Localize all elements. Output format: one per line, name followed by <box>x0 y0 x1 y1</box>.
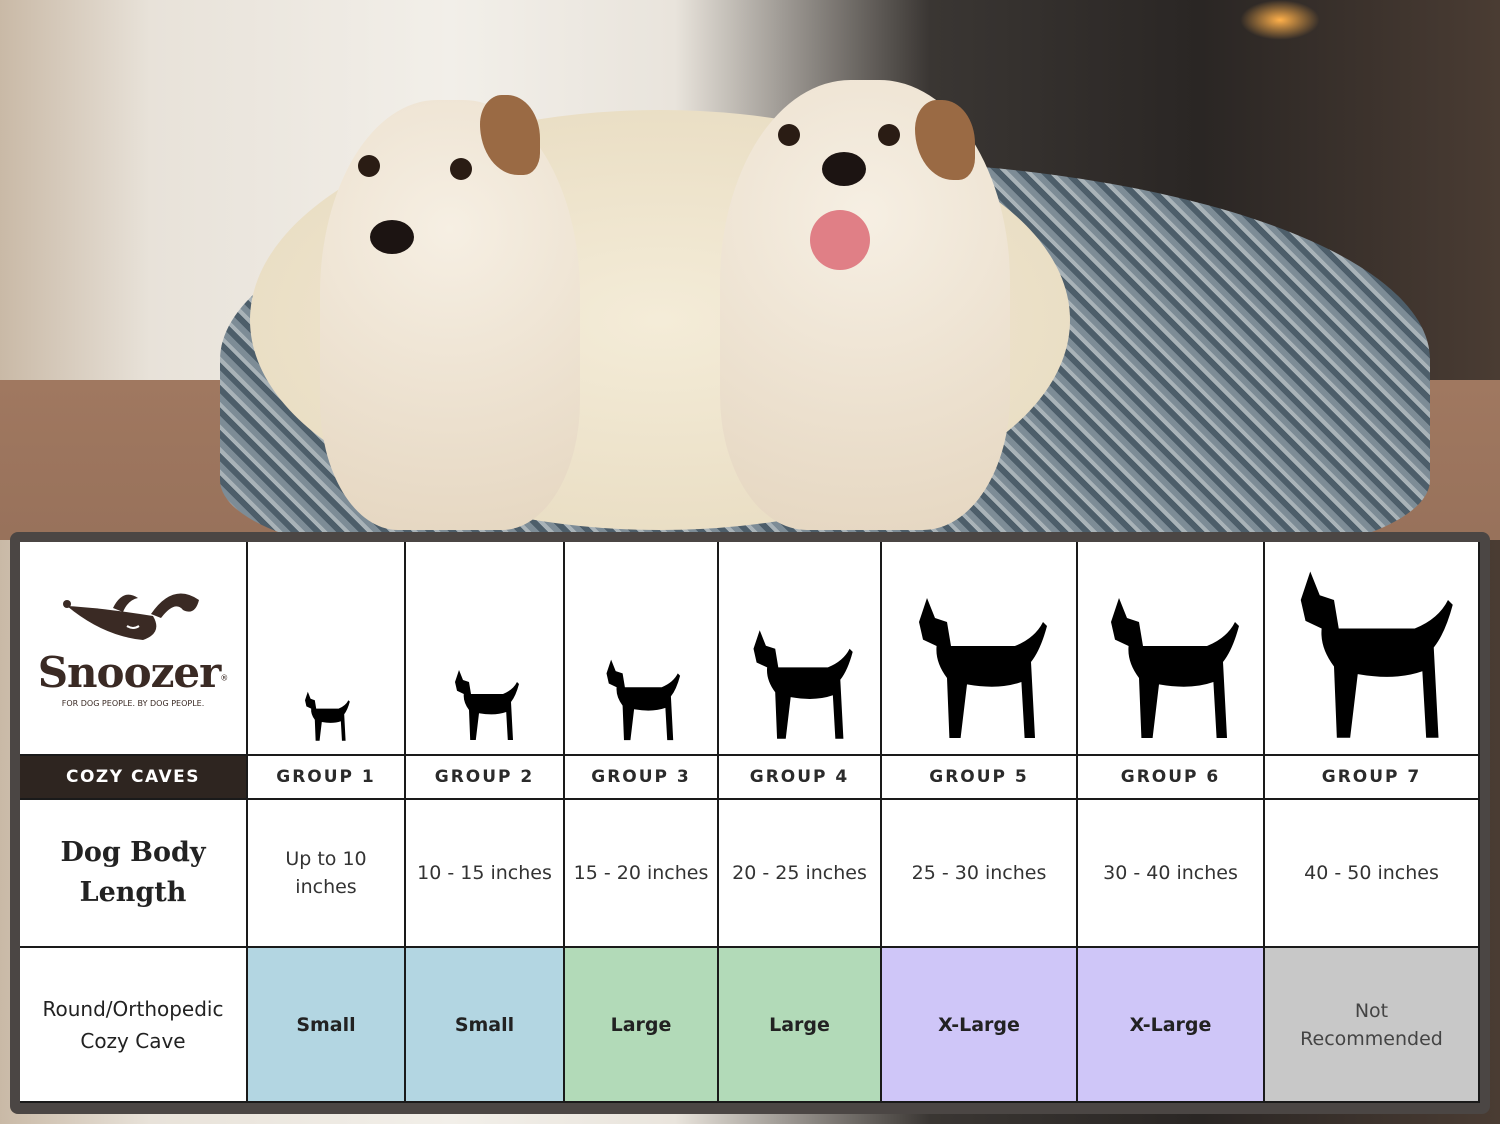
row-label-size: Round/Orthopedic Cozy Cave <box>20 948 248 1103</box>
group-label-text: GROUP 3 <box>591 767 691 787</box>
chihuahua-silhouette-icon <box>305 691 350 741</box>
group-bed-size: Large <box>719 948 882 1103</box>
group-length: Up to 10 inches <box>248 800 406 948</box>
group-length-text: 10 - 15 inches <box>417 862 552 884</box>
group-length-text: Up to 10 inches <box>285 848 367 898</box>
group-bed-size-text: Not Recommended <box>1300 999 1443 1050</box>
brand-tagline: FOR DOG PEOPLE. BY DOG PEOPLE. <box>61 699 205 708</box>
group-length: 15 - 20 inches <box>565 800 719 948</box>
group-length-text: 40 - 50 inches <box>1304 862 1439 884</box>
boston-terrier-silhouette-icon <box>606 659 681 740</box>
group-length: 20 - 25 inches <box>719 800 882 948</box>
group-bed-size-text: Small <box>296 1013 356 1036</box>
group-length: 10 - 15 inches <box>406 800 565 948</box>
group-length-text: 30 - 40 inches <box>1103 862 1238 884</box>
group-icon-cell <box>1265 542 1480 756</box>
group-length-text: 20 - 25 inches <box>732 862 867 884</box>
group-label: GROUP 6 <box>1078 756 1265 800</box>
group-icon-cell <box>1078 542 1265 756</box>
group-icon-cell <box>248 542 406 756</box>
shiba-silhouette-icon <box>753 630 853 739</box>
group-icon-cell <box>719 542 882 756</box>
group-length: 30 - 40 inches <box>1078 800 1265 948</box>
row-label-length-text: Dog Body Length <box>60 837 206 908</box>
group-bed-size: Large <box>565 948 719 1103</box>
group-bed-size-text: X-Large <box>1129 1013 1212 1036</box>
group-label-text: GROUP 7 <box>1321 767 1422 787</box>
group-bed-size-text: Large <box>769 1013 830 1036</box>
registered-mark: ® <box>220 673 229 683</box>
row-label-length: Dog Body Length <box>20 800 248 948</box>
group-length: 25 - 30 inches <box>882 800 1078 948</box>
group-label: GROUP 5 <box>882 756 1078 800</box>
group-label: GROUP 3 <box>565 756 719 800</box>
group-bed-size-text: X-Large <box>938 1013 1020 1036</box>
brand-name: Snoozer <box>37 648 222 697</box>
product-label: COZY CAVES <box>20 756 248 800</box>
group-label-text: GROUP 2 <box>434 767 535 787</box>
group-bed-size: Small <box>248 948 406 1103</box>
product-photo <box>0 0 1500 540</box>
group-label-text: GROUP 4 <box>749 767 850 787</box>
group-bed-size-text: Small <box>454 1013 515 1036</box>
group-icon-cell <box>882 542 1078 756</box>
group-label: GROUP 2 <box>406 756 565 800</box>
product-label-text: COZY CAVES <box>66 767 200 787</box>
group-length: 40 - 50 inches <box>1265 800 1480 948</box>
group-bed-size: Small <box>406 948 565 1103</box>
group-bed-size: Not Recommended <box>1265 948 1480 1103</box>
group-label: GROUP 7 <box>1265 756 1480 800</box>
fireplace <box>1240 0 1320 40</box>
great-dane-silhouette-icon <box>1300 571 1453 738</box>
group-bed-size: X-Large <box>882 948 1078 1103</box>
group-length-text: 25 - 30 inches <box>911 862 1047 884</box>
doberman-silhouette-icon <box>1110 598 1239 738</box>
group-label: GROUP 4 <box>719 756 882 800</box>
group-bed-size: X-Large <box>1078 948 1265 1103</box>
group-length-text: 15 - 20 inches <box>573 862 709 884</box>
group-icon-cell <box>406 542 565 756</box>
pomeranian-silhouette-icon <box>454 670 519 740</box>
size-chart-table: Snoozer® FOR DOG PEOPLE. BY DOG PEOPLE. … <box>20 542 1480 1103</box>
group-bed-size-text: Large <box>610 1013 672 1036</box>
golden-retriever-silhouette-icon <box>919 598 1047 738</box>
group-label: GROUP 1 <box>248 756 406 800</box>
group-label-text: GROUP 6 <box>1120 767 1221 787</box>
sleeping-dog-logo-icon <box>63 593 199 640</box>
brand-logo: Snoozer® FOR DOG PEOPLE. BY DOG PEOPLE. <box>20 542 248 756</box>
group-icon-cell <box>565 542 719 756</box>
row-label-size-text: Round/Orthopedic Cozy Cave <box>42 996 224 1053</box>
group-label-text: GROUP 5 <box>929 767 1029 787</box>
group-label-text: GROUP 1 <box>276 767 376 787</box>
